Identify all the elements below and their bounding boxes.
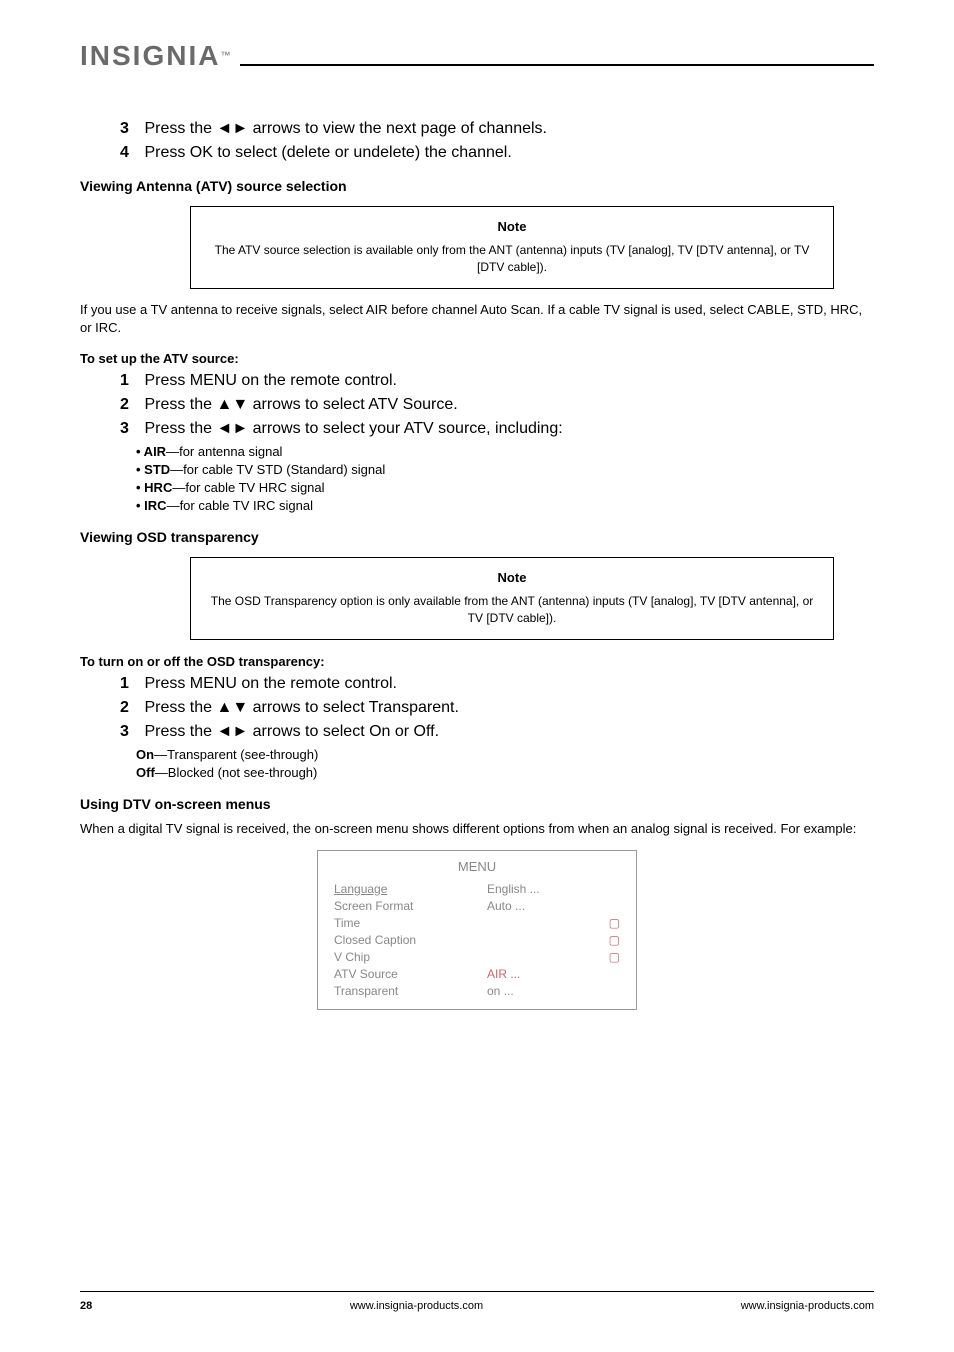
note-title: Note	[207, 219, 817, 234]
bullet-desc: —Blocked (not see-through)	[155, 765, 318, 780]
footer-url-left: www.insignia-products.com	[350, 1300, 483, 1312]
trans-subsection-title: To turn on or off the OSD transparency:	[80, 654, 874, 669]
footer-url-right: www.insignia-products.com	[741, 1300, 874, 1312]
step-text: Press the ◄► arrows to select your ATV s…	[140, 420, 563, 437]
note-text: The OSD Transparency option is only avai…	[207, 593, 817, 627]
page-content: 3 Press the ◄► arrows to view the next p…	[80, 120, 874, 1010]
bullet-label: • IRC	[136, 498, 167, 513]
step-line: 2 Press the ▲▼ arrows to select Transpar…	[120, 699, 874, 717]
bullet-item: On—Transparent (see-through)	[136, 747, 874, 762]
bullet-label: • STD	[136, 462, 170, 477]
note-title: Note	[207, 570, 817, 585]
menu-row: V Chip ▢	[334, 950, 620, 964]
note-box-atv: Note The ATV source selection is availab…	[190, 206, 834, 289]
step-text: Press the ▲▼ arrows to select Transparen…	[140, 699, 459, 716]
menu-row-label: Language	[334, 882, 474, 896]
section-title-atv: Viewing Antenna (ATV) source selection	[80, 178, 874, 194]
menu-row-icon	[600, 882, 620, 896]
brand-logo: INSIGNIA	[80, 40, 220, 72]
note-text: The ATV source selection is available on…	[207, 242, 817, 276]
menu-row: Closed Caption ▢	[334, 933, 620, 947]
menu-row-label: Time	[334, 916, 474, 930]
bullet-item: • STD—for cable TV STD (Standard) signal	[136, 462, 874, 477]
step-line: 3 Press the ◄► arrows to view the next p…	[120, 120, 874, 138]
menu-row-label: V Chip	[334, 950, 474, 964]
menu-row-label: ATV Source	[334, 967, 474, 981]
step-text: Press OK to select (delete or undelete) …	[140, 144, 512, 161]
menu-row-value: on ...	[487, 984, 587, 998]
menus-intro-text: When a digital TV signal is received, th…	[80, 820, 874, 838]
step-text: Press MENU on the remote control.	[140, 372, 397, 389]
menu-row: Transparent on ...	[334, 984, 620, 998]
step-text: Press the ▲▼ arrows to select ATV Source…	[140, 396, 458, 413]
step-line: 3 Press the ◄► arrows to select your ATV…	[120, 420, 874, 438]
menu-row: Time ▢	[334, 916, 620, 930]
step-number: 2	[120, 396, 140, 414]
menu-row: Language English ...	[334, 882, 620, 896]
footer-page-number: 28	[80, 1300, 92, 1312]
menu-row-label: Transparent	[334, 984, 474, 998]
bullet-item: • AIR—for antenna signal	[136, 444, 874, 459]
bullet-desc: —for cable TV HRC signal	[172, 480, 324, 495]
step-line: 4 Press OK to select (delete or undelete…	[120, 144, 874, 162]
menu-row-label: Closed Caption	[334, 933, 474, 947]
step-text: Press the ◄► arrows to select On or Off.	[140, 723, 439, 740]
step-number: 3	[120, 120, 140, 138]
menu-row-icon: ▢	[600, 950, 620, 964]
atv-subsection-title: To set up the ATV source:	[80, 351, 874, 366]
step-line: 2 Press the ▲▼ arrows to select ATV Sour…	[120, 396, 874, 414]
bullet-item: • IRC—for cable TV IRC signal	[136, 498, 874, 513]
menu-row: Screen Format Auto ...	[334, 899, 620, 913]
menu-row-icon: ▢	[600, 916, 620, 930]
step-text: Press MENU on the remote control.	[140, 675, 397, 692]
menu-row-value: English ...	[487, 882, 587, 896]
bullet-desc: —Transparent (see-through)	[154, 747, 318, 762]
menu-row-value: AIR ...	[487, 967, 587, 981]
step-number: 2	[120, 699, 140, 717]
bullet-label: On	[136, 747, 154, 762]
step-text: Press the ◄► arrows to view the next pag…	[140, 120, 547, 137]
menu-screenshot: MENU Language English ... Screen Format …	[317, 850, 637, 1010]
page-header: INSIGNIA™	[80, 40, 874, 66]
menu-row-label: Screen Format	[334, 899, 474, 913]
bullet-item: • HRC—for cable TV HRC signal	[136, 480, 874, 495]
bullet-desc: —for cable TV STD (Standard) signal	[170, 462, 385, 477]
menu-row-icon	[600, 899, 620, 913]
menu-row-value: Auto ...	[487, 899, 587, 913]
step-line: 3 Press the ◄► arrows to select On or Of…	[120, 723, 874, 741]
step-number: 1	[120, 675, 140, 693]
step-line: 1 Press MENU on the remote control.	[120, 372, 874, 390]
bullet-label: • AIR	[136, 444, 166, 459]
step-number: 3	[120, 723, 140, 741]
bullet-desc: —for cable TV IRC signal	[167, 498, 313, 513]
menu-row-icon	[600, 984, 620, 998]
menu-row: ATV Source AIR ...	[334, 967, 620, 981]
brand-trademark: ™	[220, 51, 230, 62]
header-rule	[240, 64, 874, 66]
section-title-dtv-menus: Using DTV on-screen menus	[80, 796, 874, 812]
menu-row-value	[487, 950, 587, 964]
bullet-label: Off	[136, 765, 155, 780]
step-number: 1	[120, 372, 140, 390]
step-number: 3	[120, 420, 140, 438]
menu-row-icon: ▢	[600, 933, 620, 947]
section-title-transparency: Viewing OSD transparency	[80, 529, 874, 545]
bullet-item: Off—Blocked (not see-through)	[136, 765, 874, 780]
atv-intro-text: If you use a TV antenna to receive signa…	[80, 301, 874, 337]
menu-title: MENU	[334, 859, 620, 874]
menu-row-value	[487, 916, 587, 930]
note-box-transparency: Note The OSD Transparency option is only…	[190, 557, 834, 640]
menu-row-value	[487, 933, 587, 947]
step-line: 1 Press MENU on the remote control.	[120, 675, 874, 693]
bullet-label: • HRC	[136, 480, 172, 495]
bullet-desc: —for antenna signal	[166, 444, 282, 459]
menu-row-icon	[600, 967, 620, 981]
page-footer: 28 www.insignia-products.com www.insigni…	[80, 1291, 874, 1312]
step-number: 4	[120, 144, 140, 162]
